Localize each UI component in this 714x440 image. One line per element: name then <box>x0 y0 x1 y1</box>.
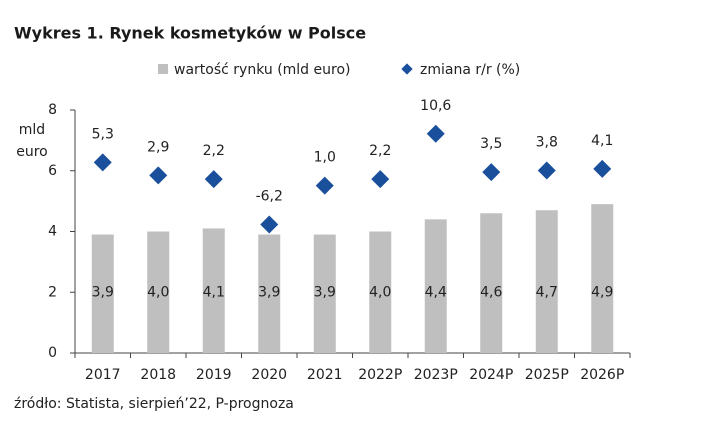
y-tick-label: 6 <box>48 163 57 179</box>
diamond-marker <box>149 166 168 185</box>
diamond-marker <box>260 215 279 234</box>
bar <box>147 231 170 353</box>
x-tick-label: 2018 <box>140 367 176 383</box>
bar <box>591 204 614 353</box>
data-label: 2,2 <box>369 143 391 159</box>
data-label: 3,8 <box>536 134 558 150</box>
data-label: 4,4 <box>425 284 447 300</box>
data-label: 10,6 <box>420 98 451 114</box>
legend-swatch <box>158 64 168 74</box>
diamond-marker <box>482 163 501 182</box>
bar <box>313 234 336 353</box>
data-label: 4,6 <box>480 284 502 300</box>
x-tick-label: 2021 <box>307 367 343 383</box>
data-label: -6,2 <box>256 188 283 204</box>
data-label: 4,9 <box>591 284 613 300</box>
diamond-marker <box>426 124 445 143</box>
bar <box>258 234 281 353</box>
diamond-marker <box>93 153 112 172</box>
diamond-marker <box>315 176 334 195</box>
data-label: 2,9 <box>147 139 169 155</box>
y-tick-label: 8 <box>48 102 57 118</box>
x-tick-label: 2025P <box>525 367 569 383</box>
bar <box>535 210 558 353</box>
diamond-marker <box>593 159 612 178</box>
bar <box>91 234 114 353</box>
legend-label: zmiana r/r (%) <box>420 62 520 78</box>
y-tick-label: 0 <box>48 345 57 361</box>
y-tick-label: 4 <box>48 224 57 240</box>
diamond-marker <box>537 161 556 180</box>
data-label: 3,9 <box>258 284 280 300</box>
x-tick-label: 2024P <box>469 367 513 383</box>
data-label: 5,3 <box>92 126 114 142</box>
data-label: 1,0 <box>314 150 336 166</box>
data-label: 3,9 <box>92 284 114 300</box>
x-tick-label: 2023P <box>414 367 458 383</box>
data-label: 4,7 <box>536 284 558 300</box>
y-axis-label: euro <box>16 144 48 160</box>
data-label: 2,2 <box>203 143 225 159</box>
data-label: 4,0 <box>369 284 391 300</box>
data-label: 3,9 <box>314 284 336 300</box>
diamond-marker <box>371 170 390 189</box>
y-axis-label: mld <box>19 122 45 138</box>
legend-label: wartość rynku (mld euro) <box>174 62 350 78</box>
data-label: 4,0 <box>147 284 169 300</box>
bar <box>369 231 392 353</box>
data-label: 3,5 <box>480 136 502 152</box>
data-label: 4,1 <box>591 133 613 149</box>
bar <box>424 219 447 353</box>
y-tick-label: 2 <box>48 284 57 300</box>
source-note: źródło: Statista, sierpień’22, P-prognoz… <box>14 396 294 412</box>
data-label: 4,1 <box>203 284 225 300</box>
x-tick-label: 2017 <box>85 367 121 383</box>
diamond-marker <box>204 170 223 189</box>
chart-title: Wykres 1. Rynek kosmetyków w Polsce <box>14 24 366 43</box>
x-tick-label: 2019 <box>196 367 232 383</box>
legend-swatch <box>401 63 413 75</box>
bar <box>480 213 503 353</box>
bar <box>202 228 225 353</box>
x-tick-label: 2026P <box>580 367 624 383</box>
x-tick-label: 2022P <box>358 367 402 383</box>
x-tick-label: 2020 <box>251 367 287 383</box>
